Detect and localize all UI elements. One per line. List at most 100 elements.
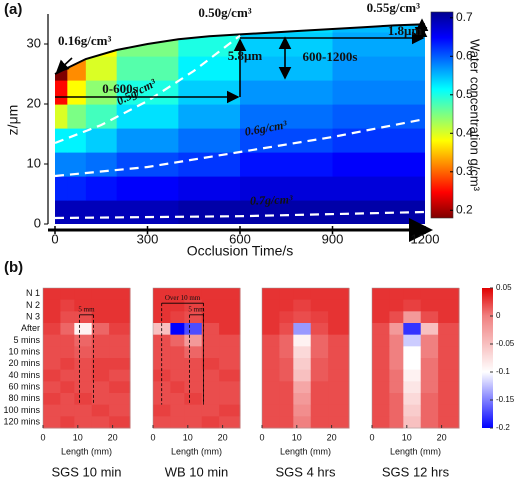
heatmap-cell [43, 311, 61, 324]
heatmap-cell [328, 311, 350, 324]
heatmap-cell [43, 346, 61, 359]
x-tick-label: 900 [322, 231, 344, 246]
heatmap-cell [403, 358, 422, 371]
field-cell [332, 32, 425, 57]
field-cell [332, 128, 425, 153]
field-cell [332, 80, 425, 105]
heatmap-cell [389, 299, 404, 312]
heatmap-cell [109, 416, 131, 429]
x-tick-label: 0 [369, 432, 374, 442]
field-cell [116, 152, 179, 177]
x-tick-label: 10 [73, 432, 83, 442]
heatmap-cell [403, 346, 422, 359]
panel-label: (a) [4, 1, 22, 18]
x-axis-title: Occlusion Time/s [187, 243, 294, 259]
colorbar-tick-label: 0.7 [456, 10, 473, 24]
heatmap-cell [43, 358, 61, 371]
heatmap-cell [184, 358, 203, 371]
heatmap-cell [372, 299, 390, 312]
field-cell [67, 104, 87, 129]
heatmap-cell [403, 381, 422, 394]
heatmap-cell [184, 323, 203, 336]
heatmap-cell [109, 323, 131, 336]
y-tick-label: 30 [27, 35, 41, 50]
colorbar-tick-label: 0.05 [496, 283, 512, 292]
heatmap-cell [293, 369, 312, 382]
colorbar-tick-label: -0.15 [496, 395, 515, 404]
heatmap-cell [74, 299, 93, 312]
heatmap-cell [403, 416, 422, 429]
field-cell [178, 56, 241, 81]
colorbar-tick-label: -0.1 [496, 367, 510, 376]
field-cell [240, 80, 334, 105]
field-cell [55, 200, 68, 225]
heatmap-cell [262, 299, 280, 312]
heatmap-cell [91, 416, 110, 429]
x-tick-label: 0 [40, 432, 45, 442]
heatmap-cell [219, 358, 241, 371]
heatmap-cell [170, 404, 185, 417]
heatmap-cell [74, 288, 93, 301]
y-tick-label: 0 [34, 215, 41, 230]
x-tick-label: 600 [229, 231, 251, 246]
heatmap-cell [420, 346, 439, 359]
annotation: 1.8μm [388, 23, 423, 38]
x-tick-label: 20 [108, 432, 118, 442]
heatmap-cell [293, 323, 312, 336]
heatmap-cell [279, 346, 294, 359]
annotation: 0-600s [102, 81, 137, 96]
row-label: N 2 [26, 300, 40, 310]
heatmap-cell [60, 311, 75, 324]
panel-label: (b) [4, 259, 23, 276]
annotation: 5 mm [188, 305, 205, 313]
x-tick-label: 10 [292, 432, 302, 442]
heatmap-cell [201, 381, 220, 394]
heatmap-cell [184, 404, 203, 417]
heatmap-cell [310, 358, 329, 371]
contour-line [54, 210, 426, 220]
heatmap-cell [420, 393, 439, 406]
heatmap-cell [184, 416, 203, 429]
heatmap-cell [262, 311, 280, 324]
heatmap-cell [279, 369, 294, 382]
field-cell [116, 80, 179, 105]
heatmap-cell [60, 323, 75, 336]
heatmap-cell [262, 404, 280, 417]
heatmap-cell [310, 416, 329, 429]
heatmap-cell [438, 323, 460, 336]
heatmap-cell [438, 346, 460, 359]
heatmap-cell [153, 381, 171, 394]
heatmap-cell [372, 323, 390, 336]
heatmap-cell [403, 393, 422, 406]
row-label: 40 mins [8, 370, 40, 380]
field-cell [116, 128, 179, 153]
heatmap-cell [153, 404, 171, 417]
heatmap-cell [43, 323, 61, 336]
heatmap-cell [420, 323, 439, 336]
row-label: 10 mins [8, 347, 40, 357]
heatmap-frame [152, 287, 241, 429]
field-cell [55, 80, 68, 105]
heatmap-cell [310, 393, 329, 406]
heatmap-cell [420, 381, 439, 394]
heatmap-cell [328, 404, 350, 417]
field-cell [178, 128, 241, 153]
heatmap-cell [310, 311, 329, 324]
heatmap-cell [279, 416, 294, 429]
heatmap-cell [109, 334, 131, 347]
heatmap-cell [201, 393, 220, 406]
heatmap-cell [170, 299, 185, 312]
heatmap-cell [403, 334, 422, 347]
heatmap-cell [74, 416, 93, 429]
heatmap-cell [438, 311, 460, 324]
field-cell [332, 152, 425, 177]
heatmap-cell [372, 416, 390, 429]
heatmap-cell [91, 299, 110, 312]
heatmap-cell [389, 393, 404, 406]
heatmap-cell [170, 311, 185, 324]
x-tick-label: 20 [437, 432, 447, 442]
heatmap-cell [293, 416, 312, 429]
field-cell [67, 128, 87, 153]
boundary-line [54, 23, 426, 75]
heatmap-cell [219, 334, 241, 347]
